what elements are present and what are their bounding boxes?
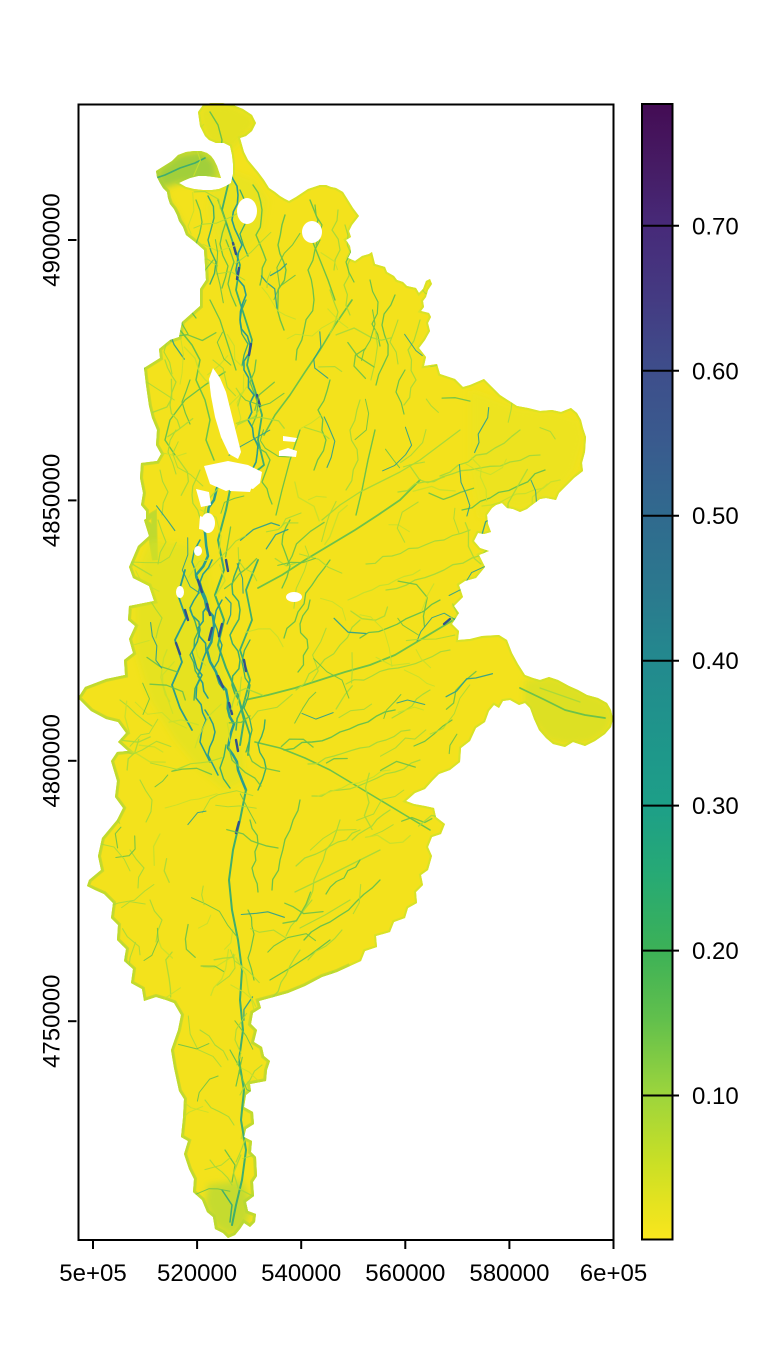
svg-text:560000: 560000 xyxy=(365,1260,445,1287)
svg-text:4750000: 4750000 xyxy=(39,974,66,1067)
svg-text:4800000: 4800000 xyxy=(39,714,66,807)
svg-text:6e+05: 6e+05 xyxy=(580,1260,647,1287)
svg-text:0.10: 0.10 xyxy=(692,1083,739,1110)
svg-text:4850000: 4850000 xyxy=(39,454,66,547)
svg-text:4900000: 4900000 xyxy=(39,193,66,286)
svg-text:540000: 540000 xyxy=(261,1260,341,1287)
svg-text:0.60: 0.60 xyxy=(692,358,739,385)
svg-text:520000: 520000 xyxy=(157,1260,237,1287)
svg-text:0.20: 0.20 xyxy=(692,938,739,965)
svg-text:0.30: 0.30 xyxy=(692,793,739,820)
svg-text:0.50: 0.50 xyxy=(692,503,739,530)
svg-text:0.40: 0.40 xyxy=(692,648,739,675)
svg-text:5e+05: 5e+05 xyxy=(59,1260,126,1287)
svg-text:580000: 580000 xyxy=(469,1260,549,1287)
svg-text:0.70: 0.70 xyxy=(692,213,739,240)
